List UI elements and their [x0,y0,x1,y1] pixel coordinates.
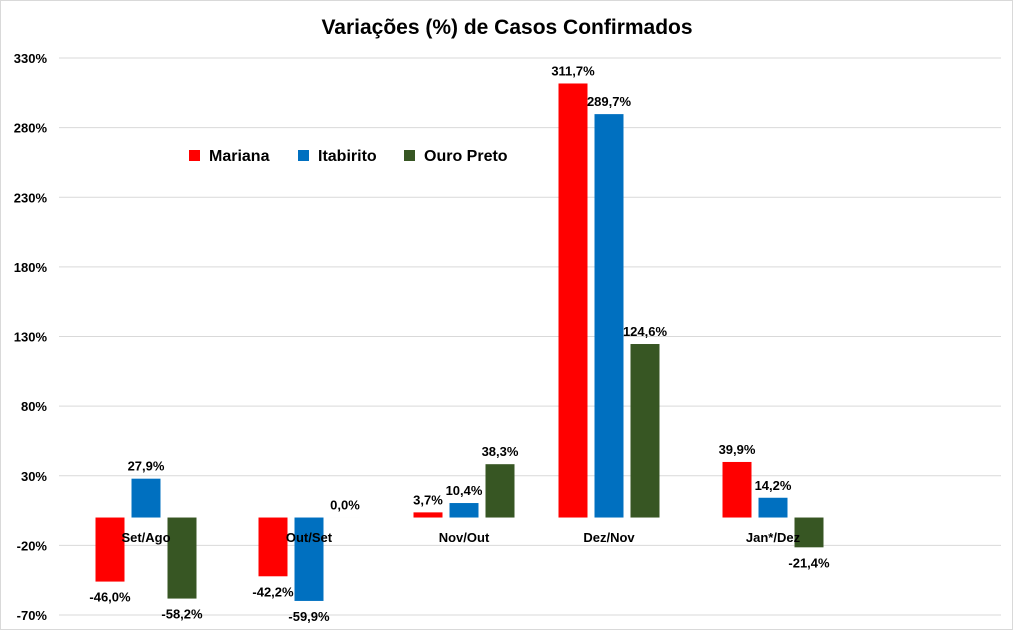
data-label: 289,7% [587,94,632,109]
y-tick-label: 280% [14,121,48,136]
chart-title: Variações (%) de Casos Confirmados [321,16,692,39]
y-tick-label: 130% [14,330,48,345]
data-label: -59,9% [288,609,330,624]
legend: Mariana Itabirito Ouro Preto [189,148,508,165]
y-tick-label: 80% [21,399,47,414]
legend-swatch [404,150,415,161]
bar-mariana-2 [414,512,443,517]
category-labels: Set/Ago Out/Set Nov/Out Dez/Nov Jan*/Dez [121,530,800,545]
data-label: 3,7% [413,492,443,507]
category-label: Set/Ago [121,530,170,545]
legend-label: Ouro Preto [424,148,508,165]
data-label: 38,3% [482,444,519,459]
gridlines [59,58,1001,615]
data-label: -46,0% [89,590,131,605]
data-label: 0,0% [330,498,360,513]
data-label: -21,4% [788,555,830,570]
bar-itabirito-3 [595,114,624,517]
y-tick-label: 30% [21,469,47,484]
data-label: 27,9% [128,459,165,474]
data-label: 124,6% [623,324,668,339]
bar-mariana-4 [723,462,752,518]
bar-itabirito-0 [132,479,161,518]
data-label: 39,9% [719,442,756,457]
bar-mariana-3 [559,83,588,517]
bar-itabirito-4 [759,498,788,518]
bar-ouro-preto-2 [486,464,515,517]
y-tick-label: 230% [14,190,48,205]
y-axis-ticks: -70% -20% 30% 80% 130% 180% 230% 280% 330% [14,51,48,623]
category-label: Jan*/Dez [746,530,801,545]
bar-mariana-1 [259,518,288,577]
legend-label: Itabirito [318,148,377,165]
y-tick-label: -20% [17,538,48,553]
data-label: -42,2% [252,584,294,599]
bar-mariana-0 [96,518,125,582]
legend-swatch [189,150,200,161]
data-label: 10,4% [446,483,483,498]
bar-itabirito-2 [450,503,479,517]
data-label: 311,7% [551,63,595,78]
category-label: Dez/Nov [583,530,635,545]
category-label: Out/Set [286,530,333,545]
legend-label: Mariana [209,148,270,165]
legend-swatch [298,150,309,161]
bar-ouro-preto-3 [631,344,660,518]
y-tick-label: 330% [14,51,48,66]
category-label: Nov/Out [439,530,490,545]
data-label: -58,2% [161,607,203,622]
y-tick-label: -70% [17,608,48,623]
data-label: 14,2% [755,478,792,493]
bar-ouro-preto-0 [168,518,197,599]
y-tick-label: 180% [14,260,48,275]
